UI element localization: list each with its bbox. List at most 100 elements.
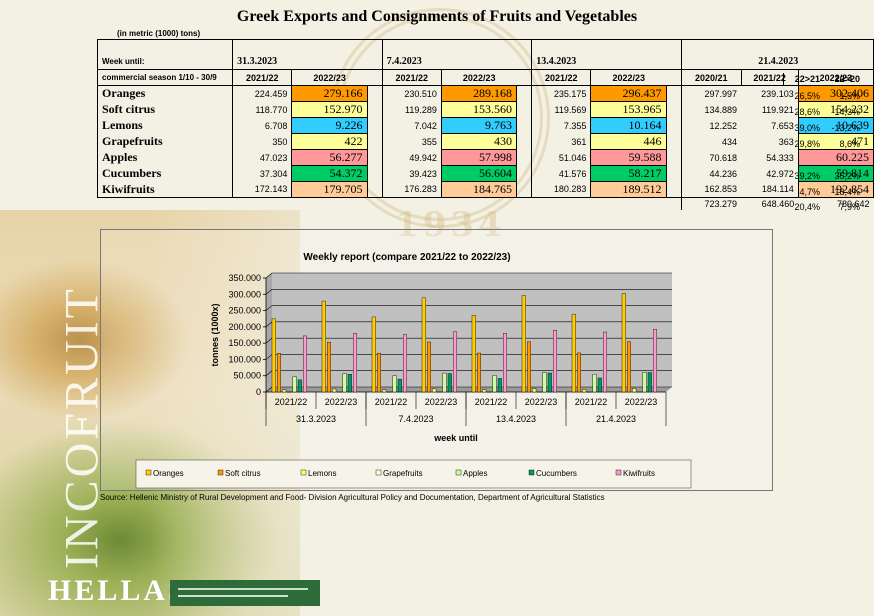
- week-header: 13.4.2023: [531, 53, 591, 70]
- legend-swatch: [145, 469, 152, 476]
- x-axis-label: week until: [433, 433, 478, 443]
- bar-apples: [292, 376, 297, 393]
- legend-label: Apples: [463, 469, 487, 478]
- bar-lemons: [382, 389, 387, 393]
- bar-cucumbers: [547, 372, 552, 393]
- x-category-label: 2022/23: [525, 397, 558, 407]
- table-row: Oranges 224.459 279.166 230.510 289.168 235.1…: [96, 85, 874, 102]
- table-header-cell: [516, 53, 532, 70]
- product-label: Grapefruits: [96, 133, 233, 150]
- product-label: Lemons: [96, 117, 233, 134]
- grid-line-diag: [265, 354, 273, 360]
- x-group-label: 21.4.2023: [596, 414, 636, 424]
- highlighted-value: 59.814: [797, 165, 874, 182]
- highlighted-value: 10.639: [797, 117, 874, 134]
- value-cell: 6.708: [232, 117, 292, 134]
- legend-swatch: [528, 469, 535, 476]
- exports-table: Week until: 31.3.2023 7.4.2023 13.4.2023 21.…: [96, 39, 874, 211]
- bar-cucumbers: [497, 378, 502, 393]
- table-cell: [367, 118, 382, 134]
- value-cell: 350: [232, 133, 292, 150]
- pct-value: 8,6%: [839, 139, 860, 149]
- grid-line-diag: [265, 337, 273, 344]
- table-header-cell: [96, 39, 233, 54]
- season-header: 2021/22: [531, 69, 591, 86]
- bar-kiwifruits: [553, 330, 558, 393]
- table-cell: [666, 181, 682, 198]
- value-cell: 7.355: [531, 117, 591, 134]
- total-cell: [382, 198, 441, 211]
- grid-line-diag: [265, 386, 273, 393]
- total-cell: [666, 198, 682, 211]
- highlighted-value: 289.168: [440, 85, 518, 102]
- bar-apples: [642, 372, 647, 393]
- highlighted-value: 56.604: [440, 165, 518, 182]
- highlighted-value: 9.763: [440, 117, 518, 134]
- highlighted-value: 302.406: [797, 85, 874, 102]
- table-cell: [367, 166, 382, 182]
- legend-swatch: [375, 469, 382, 476]
- highlighted-value: 189.512: [590, 181, 667, 198]
- y-tick-label: 300.000: [228, 289, 261, 299]
- table-header-cell: [367, 53, 383, 70]
- bar-kiwifruits: [453, 331, 458, 393]
- season-header: 2020/21: [681, 69, 742, 86]
- season-header: 2022/23: [291, 69, 368, 86]
- pct-total: 20,4%: [794, 202, 820, 212]
- bar-soft-citrus: [276, 353, 281, 393]
- x-category-label: 2021/22: [575, 397, 608, 407]
- x-group-label: 31.3.2023: [296, 414, 336, 424]
- value-cell: 297.997: [681, 85, 742, 102]
- season-header: 2022/23: [440, 69, 517, 86]
- x-category-label: 2022/23: [625, 397, 658, 407]
- legend-label: Kiwifruits: [623, 469, 655, 478]
- pct-value: 39,0%: [794, 123, 820, 133]
- season-header: 2021/22: [232, 69, 292, 86]
- table-header-cell: [590, 39, 667, 54]
- pct-divider: [783, 73, 784, 86]
- pct-value: -13,2%: [831, 123, 860, 133]
- product-label: Cucumbers: [96, 165, 233, 182]
- highlighted-value: 10.164: [590, 117, 667, 134]
- value-cell: 54.333: [766, 152, 794, 163]
- value-cell: 355: [381, 133, 442, 150]
- value-cell: 119.921: [761, 104, 794, 115]
- table-cell: [517, 134, 532, 150]
- product-label: Apples: [96, 149, 233, 166]
- bar-lemons: [282, 389, 287, 393]
- y-tick-label: 250.000: [228, 306, 261, 316]
- legend-label: Oranges: [153, 469, 184, 478]
- seal-year: 1934: [395, 205, 506, 245]
- table-header-cell: [741, 39, 799, 54]
- value-cell: 44.236: [681, 165, 742, 182]
- bar-soft-citrus: [427, 341, 432, 393]
- highlighted-value: 59.588: [590, 149, 667, 166]
- page-title: Greek Exports and Consignments of Fruits…: [236, 8, 638, 25]
- bar-grapefruits: [387, 391, 392, 393]
- value-cell: 172.143: [232, 181, 292, 198]
- legend-label: Soft citrus: [225, 469, 261, 478]
- value-cell: 42.972: [766, 168, 794, 179]
- plot-wall: [266, 273, 272, 392]
- table-cell: [666, 150, 682, 166]
- bar-lemons: [632, 388, 637, 393]
- bar-oranges: [571, 313, 576, 393]
- table-header-cell: [232, 39, 292, 54]
- table-header-cell: [291, 53, 368, 70]
- plot-floor: [266, 387, 672, 392]
- season-header: 2022/23: [590, 69, 667, 86]
- y-tick-label: 100.000: [228, 354, 261, 364]
- bar-apples: [492, 375, 497, 393]
- pct-header: 22>21: [794, 74, 820, 84]
- total-cell: [98, 198, 233, 211]
- table-cell: [517, 118, 532, 134]
- grid-line-diag: [265, 321, 273, 328]
- bar-kiwifruits: [302, 335, 307, 393]
- x-group-label: 7.4.2023: [398, 414, 433, 424]
- table-cell: [517, 102, 532, 118]
- table-cell: [516, 181, 532, 198]
- season-header: 2021/22: [381, 69, 442, 86]
- total-cell: [532, 198, 591, 211]
- x-category-label: 2021/22: [375, 397, 408, 407]
- bar-soft-citrus: [527, 341, 532, 393]
